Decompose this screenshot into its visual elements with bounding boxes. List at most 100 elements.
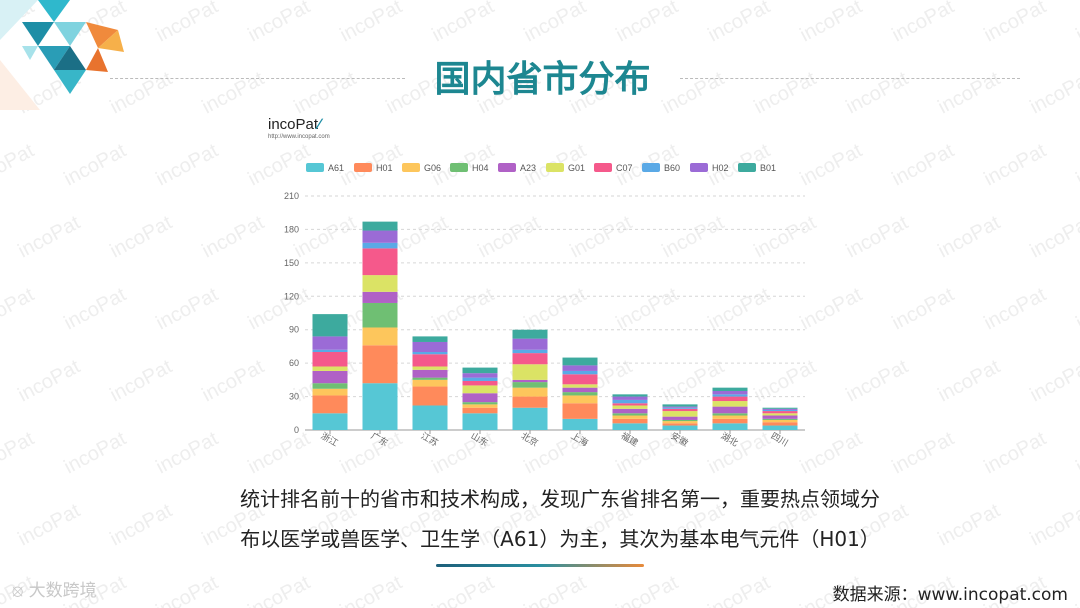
corner-logo-icon [0, 0, 124, 110]
bar-segment [712, 391, 748, 395]
bar-segment [612, 418, 648, 424]
legend-swatch [450, 163, 468, 172]
legend-label: H01 [376, 163, 393, 173]
bar-segment [612, 415, 648, 419]
bar-segment [762, 411, 798, 414]
bar-segment [562, 392, 598, 396]
legend-label: G06 [424, 163, 441, 173]
watermark-text: incoPat [0, 139, 38, 191]
bar-segment [762, 419, 798, 423]
legend-swatch [738, 163, 756, 172]
watermark-text: incoPat [520, 0, 590, 47]
watermark-text: incoPat [888, 139, 958, 191]
bar-segment [612, 394, 648, 397]
bar-segment [462, 377, 498, 381]
bar-segment [312, 370, 348, 384]
footer-brand-text: 大数跨境 [28, 581, 97, 601]
bar-segment [712, 394, 748, 397]
watermark-text: incoPat [152, 0, 222, 47]
watermark-text: incoPat [888, 427, 958, 479]
watermark-text: incoPat [428, 0, 498, 47]
watermark-text: incoPat [60, 283, 130, 335]
y-tick-label: 0 [294, 425, 299, 435]
watermark-text: incoPat [152, 139, 222, 191]
bar-segment [612, 408, 648, 414]
bar-segment [312, 349, 348, 352]
y-tick-label: 90 [289, 325, 299, 335]
watermark-text: incoPat [888, 283, 958, 335]
bar-segment [612, 403, 648, 406]
watermark-text: incoPat [980, 139, 1050, 191]
bar-segment [562, 403, 598, 419]
title-divider-right [680, 78, 1020, 79]
bar-segment [612, 423, 648, 430]
bar-segment [312, 383, 348, 389]
page-title: 国内省市分布 [434, 59, 651, 100]
watermark-text: incoPat [244, 0, 314, 47]
watermark-text: incoPat [106, 355, 176, 407]
bar-segment [562, 387, 598, 393]
bar-segment [362, 345, 398, 384]
bar-segment [562, 374, 598, 385]
bar-segment [562, 365, 598, 371]
legend-swatch [402, 163, 420, 172]
legend-label: H02 [712, 163, 729, 173]
watermark-text: incoPat [152, 427, 222, 479]
y-tick-label: 120 [284, 291, 299, 301]
watermark-text: incoPat [842, 355, 912, 407]
watermark-text: incoPat [198, 355, 268, 407]
bar-segment [662, 416, 698, 420]
y-tick-label: 30 [289, 392, 299, 402]
watermark-text: incoPat [14, 499, 84, 551]
bar-segment [712, 423, 748, 430]
brand-name-text: incoPat [268, 116, 319, 133]
y-tick-label: 150 [284, 258, 299, 268]
bar-segment [662, 419, 698, 422]
watermark-text: incoPat [1026, 499, 1080, 551]
watermark-text: incoPat [336, 0, 406, 47]
legend-label: B60 [664, 163, 680, 173]
bar-segment [462, 413, 498, 430]
bar-segment [462, 380, 498, 386]
watermark-text: incoPat [60, 427, 130, 479]
watermark-text: incoPat [934, 355, 1004, 407]
x-tick-label: 湖北 [719, 431, 740, 450]
bar-segment [462, 373, 498, 378]
legend-swatch [546, 163, 564, 172]
watermark-text: incoPat [704, 571, 774, 608]
data-source: 数据来源：www.incopat.com [832, 585, 1068, 605]
bar-segment [562, 395, 598, 404]
title-divider-left [110, 78, 405, 79]
bar-segment [512, 353, 548, 365]
bar-segment [762, 407, 798, 409]
y-tick-label: 60 [289, 358, 299, 368]
watermark-text: incoPat [336, 571, 406, 608]
legend-label: A23 [520, 163, 536, 173]
bar-segment [512, 364, 548, 380]
bar-segment [412, 379, 448, 387]
footer-logo-icon: ⦻ [12, 581, 24, 601]
brand-url: http://www.incopat.com [268, 134, 330, 140]
watermark-text: incoPat [612, 0, 682, 47]
bar-segment [362, 221, 398, 231]
legend-swatch [642, 163, 660, 172]
caption-line-2: 布以医学或兽医学、卫生学（A61）为主，其次为基本电气元件（H01） [240, 527, 880, 551]
watermark-text: incoPat [152, 283, 222, 335]
watermark-text: incoPat [1072, 427, 1080, 479]
bar-segment [312, 413, 348, 430]
bar-segment [512, 329, 548, 339]
bar-segment [312, 366, 348, 371]
caption-line-1: 统计排名前十的省市和技术构成，发现广东省排名第一，重要热点领域分 [240, 487, 880, 511]
accent-underline [436, 564, 644, 567]
bar-segment [662, 406, 698, 408]
bar-segment [462, 393, 498, 403]
watermark-text: incoPat [842, 211, 912, 263]
footer-brand: ⦻ 大数跨境 [12, 576, 97, 601]
legend-swatch [498, 163, 516, 172]
bar-segment [462, 402, 498, 405]
watermark-text: incoPat [1072, 571, 1080, 608]
bar-segment [712, 413, 748, 416]
bar-segment [312, 314, 348, 337]
bar-segment [712, 418, 748, 424]
legend-swatch [594, 163, 612, 172]
